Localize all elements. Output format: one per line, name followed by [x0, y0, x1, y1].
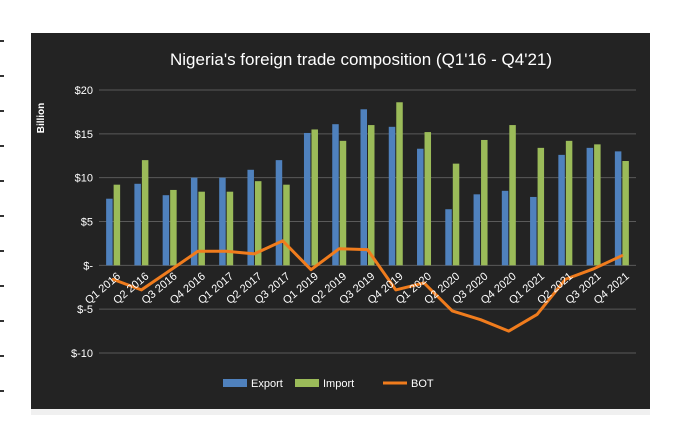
export-bar: [162, 195, 170, 266]
import-bar: [198, 191, 205, 266]
legend-swatch-export: [223, 379, 247, 387]
import-bar: [424, 132, 432, 266]
chart-title: Nigeria's foreign trade composition (Q1'…: [170, 50, 552, 69]
import-bar: [339, 140, 347, 266]
export-bar: [388, 126, 396, 266]
export-bar: [134, 183, 141, 266]
y-tick-label: $-10: [71, 348, 93, 360]
bottom-strip: [31, 409, 650, 415]
trade-composition-chart: Nigeria's foreign trade composition (Q1'…: [36, 50, 636, 390]
y-tick-label: $5: [81, 217, 93, 229]
y-tick-label: $10: [75, 173, 93, 185]
export-bar: [445, 209, 452, 266]
import-bar: [622, 161, 629, 266]
chart-panel: Nigeria's foreign trade composition (Q1'…: [31, 33, 650, 409]
export-bar: [614, 151, 622, 266]
y-tick-label: $20: [75, 85, 93, 97]
import-bar: [226, 191, 234, 266]
export-bar: [247, 169, 254, 266]
import-bar: [396, 102, 403, 266]
y-tick-label: $15: [75, 129, 93, 141]
legend: Export Import BOT: [223, 378, 434, 390]
export-bar: [530, 196, 537, 266]
import-bar: [368, 125, 375, 266]
import-bar: [254, 181, 262, 266]
import-bar: [565, 140, 573, 266]
y-axis-ticks: $20 $15 $10 $5 $- $-5 $-10: [71, 85, 93, 360]
export-bar: [501, 190, 509, 266]
export-bar: [219, 177, 226, 266]
import-bar: [481, 139, 488, 266]
export-bar: [360, 109, 367, 266]
export-bar: [106, 198, 113, 266]
import-bar: [141, 160, 149, 266]
export-bar: [332, 124, 339, 266]
export-bar: [558, 154, 565, 266]
y-tick-label: $-5: [77, 304, 93, 316]
legend-label-import: Import: [323, 378, 354, 390]
export-bar: [190, 177, 198, 266]
import-bar: [537, 147, 545, 266]
export-bar: [303, 132, 311, 266]
export-bar: [586, 147, 594, 266]
import-bar: [170, 189, 177, 266]
bot-line: [111, 239, 624, 333]
import-bar: [311, 129, 318, 266]
import-bar: [509, 125, 516, 266]
import-bar: [594, 144, 601, 266]
import-bar: [283, 184, 290, 266]
y-tick-label: $-: [83, 260, 93, 272]
legend-swatch-import: [295, 379, 319, 387]
gridlines: [99, 89, 636, 354]
import-bar: [452, 163, 460, 266]
document-margin-marks: [0, 20, 6, 420]
bars: [106, 102, 629, 266]
legend-label-export: Export: [251, 378, 283, 390]
export-bar: [275, 160, 283, 266]
export-bar: [417, 148, 424, 266]
legend-label-bot: BOT: [411, 378, 434, 390]
export-bar: [473, 194, 481, 266]
import-bar: [113, 184, 121, 266]
y-axis-label: Billion: [36, 103, 47, 134]
bot-line-layer: [111, 239, 624, 333]
